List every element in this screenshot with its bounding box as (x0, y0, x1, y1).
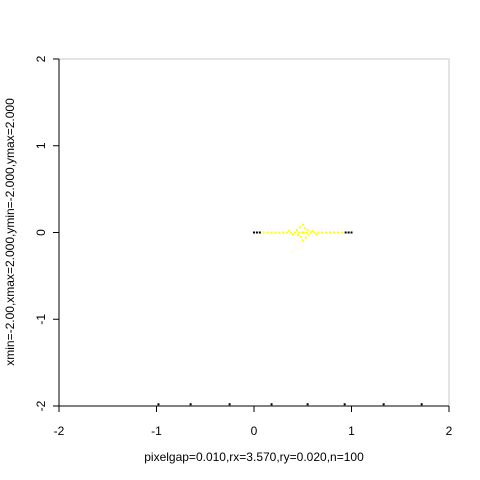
y-ticks: -2 -1 0 1 2 (34, 55, 59, 411)
data-point (332, 231, 335, 234)
data-point (295, 228, 298, 231)
x-tick-label: 1 (348, 424, 355, 438)
data-point (305, 231, 308, 234)
data-point (189, 403, 192, 406)
data-point (302, 231, 305, 234)
data-points (157, 223, 423, 406)
data-point (296, 234, 299, 237)
data-point (350, 231, 353, 234)
data-point (306, 228, 309, 231)
data-point (266, 231, 269, 234)
y-tick-label: -1 (34, 314, 48, 325)
data-point (301, 223, 304, 226)
data-point (288, 229, 291, 232)
x-tick-label: 2 (446, 424, 453, 438)
data-point (347, 231, 350, 234)
x-tick-label: 0 (251, 424, 258, 438)
data-point (382, 403, 385, 406)
data-point (157, 403, 160, 406)
data-point (343, 403, 346, 406)
data-point (297, 231, 300, 234)
y-axis-label: xmin=-2.00,xmax=2.000,ymin=-2.000,ymax=2… (3, 98, 17, 366)
data-point (299, 235, 302, 238)
data-point (262, 231, 265, 234)
data-point (307, 234, 310, 237)
data-point (301, 239, 304, 242)
y-tick-label: -2 (34, 400, 48, 411)
data-point (311, 229, 314, 232)
data-point (292, 233, 294, 236)
data-point (317, 231, 320, 234)
data-point (253, 231, 255, 234)
data-point (340, 231, 343, 234)
data-point (344, 231, 347, 234)
data-point (329, 231, 332, 234)
data-point (278, 231, 281, 234)
data-point (282, 231, 285, 234)
data-point (309, 231, 312, 234)
data-point (270, 231, 273, 234)
x-axis-label: pixelgap=0.010,rx=3.570,ry=0.020,n=100 (144, 450, 364, 464)
data-point (420, 403, 423, 406)
data-point (304, 236, 307, 239)
data-point (325, 231, 328, 234)
data-point (293, 231, 296, 234)
data-point (258, 231, 261, 234)
data-point (255, 231, 258, 234)
y-tick-label: 2 (34, 55, 48, 62)
data-point (274, 231, 277, 234)
data-point (303, 227, 306, 230)
data-point (306, 403, 309, 406)
x-tick-label: -2 (54, 424, 65, 438)
y-tick-label: 1 (34, 142, 48, 149)
data-point (315, 233, 318, 236)
y-tick-label: 0 (34, 229, 48, 236)
data-point (286, 231, 289, 234)
x-ticks: -2 -1 0 1 2 (54, 406, 453, 438)
data-point (228, 403, 231, 406)
data-point (298, 226, 301, 229)
data-point (313, 231, 316, 234)
data-point (290, 231, 293, 234)
x-tick-label: -1 (151, 424, 162, 438)
data-point (270, 403, 273, 406)
data-point (321, 231, 324, 234)
data-point (336, 231, 339, 234)
